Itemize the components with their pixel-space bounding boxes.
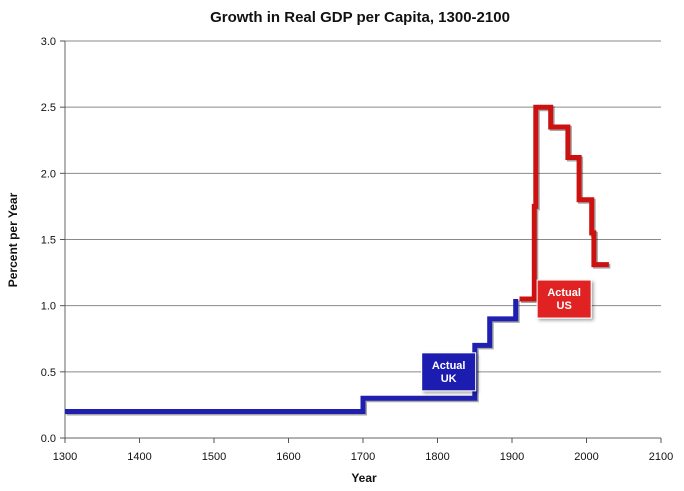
- annotation-box-actual-uk: [421, 352, 477, 392]
- y-tick-label-0: 0.0: [41, 433, 56, 445]
- annotation-text-actual-us-1: US: [557, 300, 572, 312]
- annotation-box-actual-us: [536, 279, 592, 319]
- annotation-text-actual-uk-1: UK: [441, 373, 457, 385]
- x-tick-label-5: 1800: [425, 451, 449, 463]
- y-tick-label-2: 1.0: [41, 301, 56, 313]
- y-axis-label: Percent per Year: [6, 192, 20, 287]
- x-tick-label-0: 1300: [53, 451, 77, 463]
- x-tick-label-4: 1700: [351, 451, 375, 463]
- series-layer: [65, 104, 611, 416]
- y-tick-label-4: 2.0: [41, 168, 56, 180]
- y-tick-label-1: 0.5: [41, 367, 56, 379]
- x-tick-label-2: 1500: [202, 451, 226, 463]
- series-line-actual-uk: [65, 299, 519, 414]
- gridlines: [65, 40, 661, 373]
- x-tick-label-8: 2100: [649, 451, 673, 463]
- x-tick-label-1: 1400: [127, 451, 151, 463]
- y-axis-ticks: 0.0 0.5 1.0 1.5 2.0 2.5 3.0: [41, 36, 65, 445]
- annotation-text-actual-us-0: Actual: [547, 287, 581, 299]
- annotation-text-actual-uk-0: Actual: [432, 360, 466, 372]
- x-tick-label-3: 1600: [276, 451, 300, 463]
- series-line-actual-us: [519, 104, 609, 302]
- x-tick-label-6: 1900: [500, 451, 524, 463]
- y-tick-label-6: 3.0: [41, 36, 56, 48]
- y-tick-label-5: 2.5: [41, 102, 56, 114]
- x-axis-label: Year: [351, 471, 377, 485]
- x-tick-label-7: 2000: [574, 451, 598, 463]
- chart-title: Growth in Real GDP per Capita, 1300-2100: [210, 9, 510, 26]
- y-tick-label-3: 1.5: [41, 235, 56, 247]
- x-axis-ticks: 1300 1400 1500 1600 1700 1800 1900 2000 2100: [53, 438, 673, 463]
